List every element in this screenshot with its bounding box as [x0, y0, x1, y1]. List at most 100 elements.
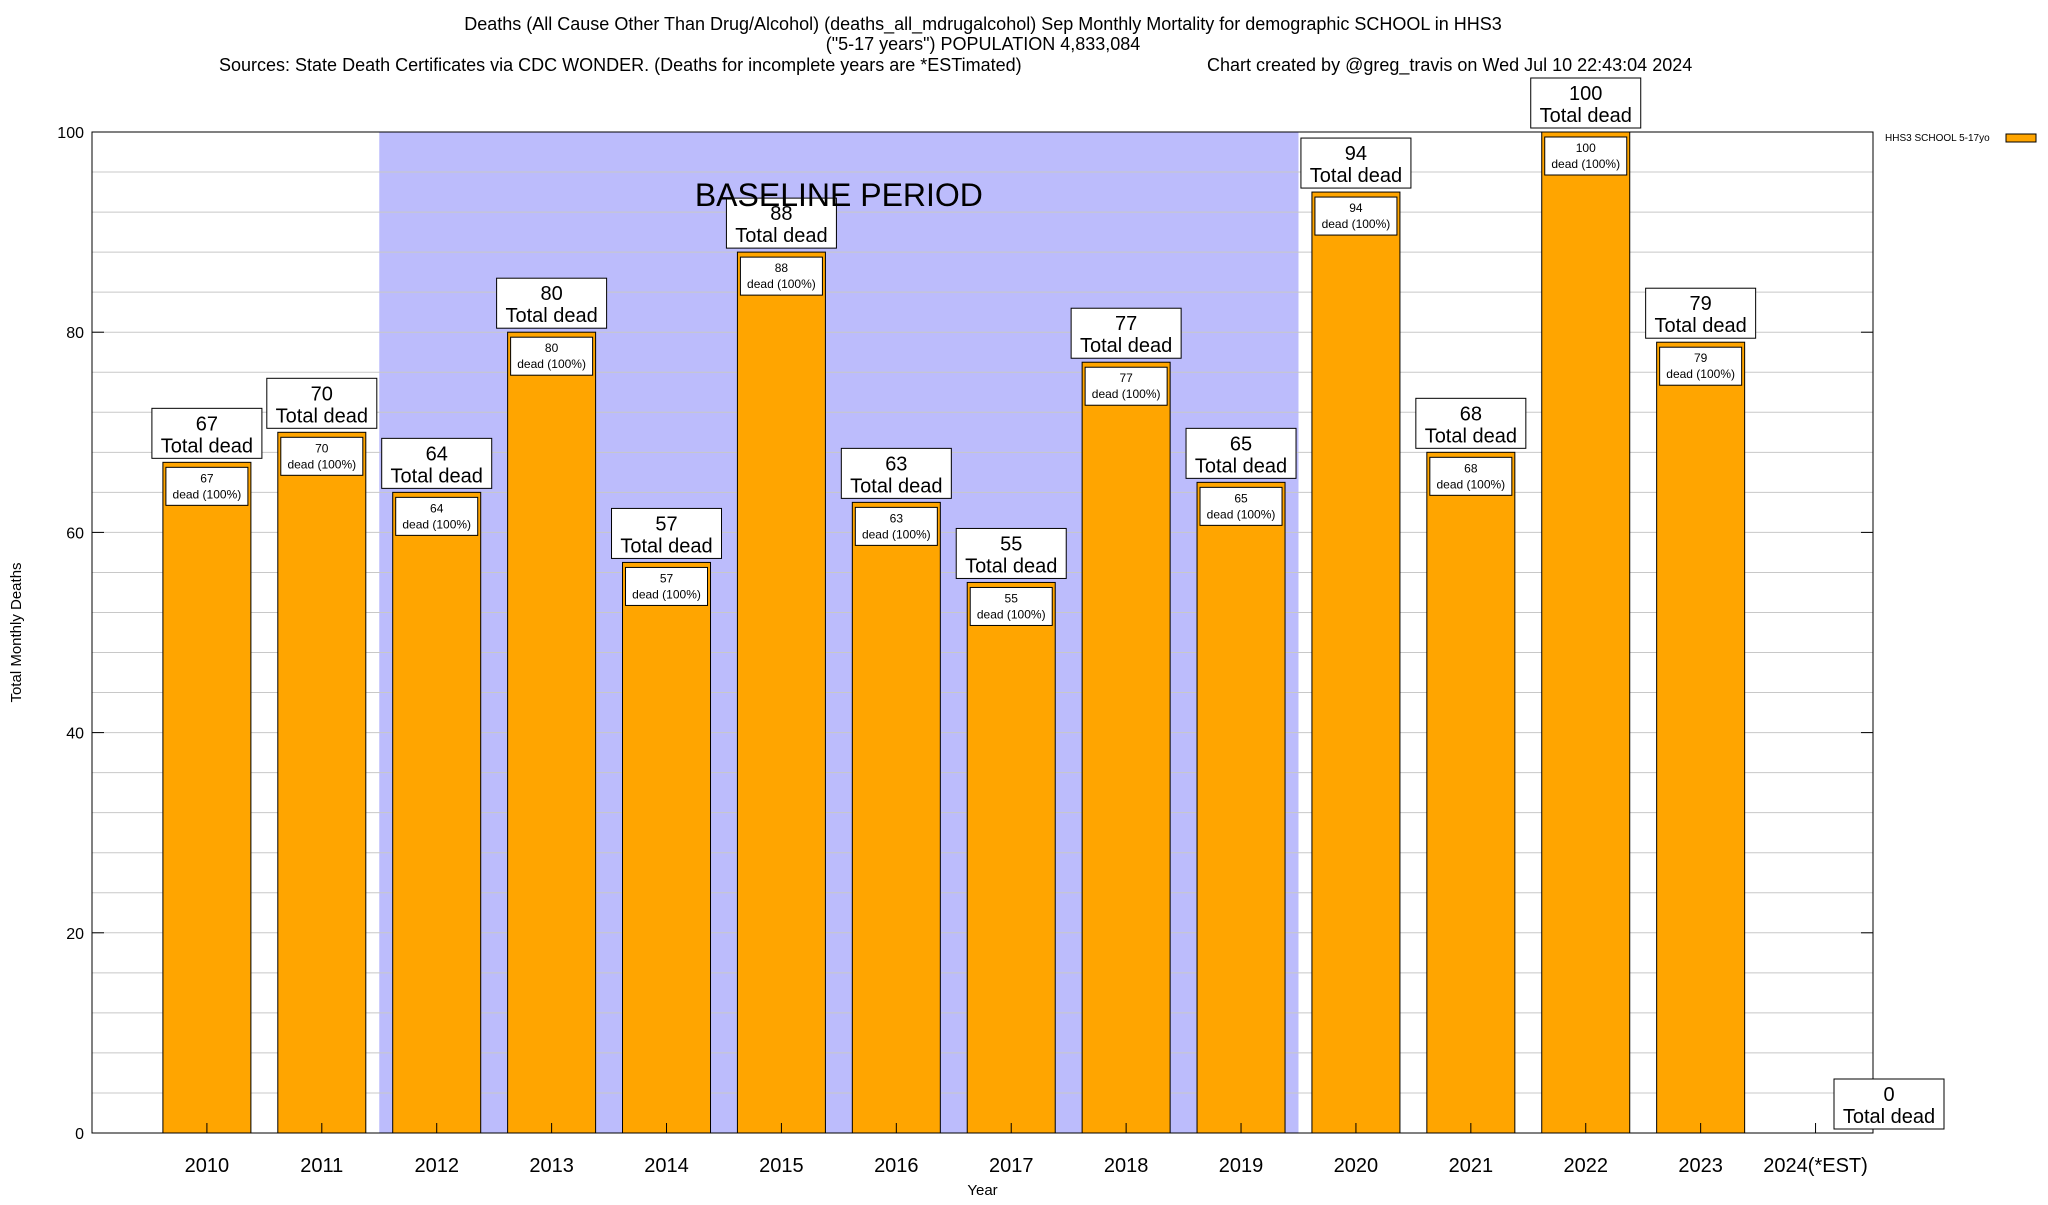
bar-total-label: Total dead [276, 405, 368, 427]
x-tick-label: 2014 [644, 1155, 689, 1177]
bar [392, 491, 482, 1134]
bar-inner-label: dead (100%) [1436, 477, 1505, 491]
bar-inner-label-box [854, 506, 938, 546]
bar-inner-label-box [510, 336, 594, 376]
baseline-label: BASELINE PERIOD [695, 177, 983, 213]
bar-total-box [1185, 427, 1297, 479]
y-tick-label: 100 [57, 125, 84, 142]
bar-inner-label: dead (100%) [402, 517, 471, 531]
y-tick-label: 20 [66, 926, 84, 943]
bar-total-value: 65 [1230, 433, 1252, 455]
bar-total-box [1300, 137, 1412, 189]
x-tick-label: 2020 [1334, 1155, 1379, 1177]
bar-inner-value: 100 [1576, 141, 1596, 155]
bar-total-value: 63 [885, 453, 907, 475]
y-tick-label: 0 [75, 1126, 84, 1143]
x-axis-label: Year [967, 1182, 997, 1199]
bar-inner-value: 64 [430, 501, 444, 515]
x-tick-label: 2012 [414, 1155, 459, 1177]
bar-total-label: Total dead [1425, 425, 1517, 447]
bar-total-box [266, 377, 378, 429]
bar-total-label: Total dead [505, 305, 597, 327]
y-tick-label: 60 [66, 525, 84, 542]
chart-sources: Sources: State Death Certificates via CD… [219, 55, 1022, 75]
bar-inner-label: dead (100%) [1551, 157, 1620, 171]
bar-total-label: Total dead [161, 435, 253, 457]
x-tick-label: 2013 [529, 1155, 574, 1177]
bar-inner-label: dead (100%) [1322, 217, 1391, 231]
bar-inner-label: dead (100%) [1092, 387, 1161, 401]
bar-inner-value: 65 [1234, 491, 1248, 505]
bar [736, 251, 826, 1134]
bar-inner-value: 67 [200, 471, 214, 485]
bar-total-label: Total dead [1843, 1106, 1935, 1128]
bar-inner-label-box [1429, 456, 1513, 496]
bar-inner-value: 94 [1349, 201, 1363, 215]
bar-total-box [1645, 287, 1757, 339]
bar-total-value: 100 [1569, 83, 1602, 105]
legend-swatch [2005, 133, 2037, 143]
bar-inner-label-box [625, 566, 709, 606]
x-tick-label: 2011 [300, 1155, 343, 1177]
bar-total-value: 94 [1345, 143, 1367, 165]
bar-inner-value: 68 [1464, 461, 1478, 475]
bar-inner-value: 57 [660, 571, 674, 585]
x-tick-label: 2018 [1104, 1155, 1149, 1177]
bar [277, 431, 367, 1134]
bar-inner-label-box [1314, 196, 1398, 236]
legend-entry-label: HHS3 SCHOOL 5-17yo [1885, 133, 1990, 144]
bar-total-label: Total dead [965, 555, 1057, 577]
plot-frame [91, 131, 1874, 1134]
bar-inner-value: 79 [1694, 351, 1708, 365]
bar [966, 581, 1056, 1134]
bar-inner-label: dead (100%) [287, 457, 356, 471]
x-tick-label: 2016 [874, 1155, 919, 1177]
bar-total-value: 79 [1690, 293, 1712, 315]
bar-inner-label-box [1084, 366, 1168, 406]
bar-total-value: 80 [540, 283, 562, 305]
bar-total-value: 64 [426, 443, 448, 465]
bar-total-box [1070, 307, 1182, 359]
bar-total-box [1415, 397, 1527, 449]
bar-inner-label-box [395, 496, 479, 536]
bar-total-value: 67 [196, 413, 218, 435]
bar-inner-label-box [280, 436, 364, 476]
bar-total-label: Total dead [1310, 165, 1402, 187]
bar-total-box [151, 407, 263, 459]
bar-total-box [955, 527, 1067, 579]
bar-inner-label-box [969, 586, 1053, 626]
x-tick-label: 2017 [989, 1155, 1034, 1177]
y-axis-label: Total Monthly Deaths [8, 562, 25, 702]
bar [1426, 451, 1516, 1134]
bar-total-box [611, 507, 723, 559]
bar-inner-value: 88 [775, 261, 789, 275]
bar-inner-label: dead (100%) [977, 607, 1046, 621]
bar [1196, 481, 1286, 1134]
bar-total-value: 68 [1460, 403, 1482, 425]
y-tick-label: 80 [66, 325, 84, 342]
bar-total-label: Total dead [391, 465, 483, 487]
x-tick-label: 2024(*EST) [1763, 1155, 1868, 1177]
bar-total-value: 88 [770, 203, 792, 225]
chart-subtitle: ("5-17 years") POPULATION 4,833,084 [826, 34, 1141, 54]
bar-total-value: 77 [1115, 313, 1137, 335]
bar [507, 331, 597, 1134]
bar [1081, 361, 1171, 1134]
bar [1311, 191, 1401, 1134]
bar-total-label: Total dead [1080, 335, 1172, 357]
bar-inner-label: dead (100%) [862, 527, 931, 541]
bar [622, 561, 712, 1134]
bar [1541, 131, 1631, 1134]
bar-total-box [1530, 77, 1642, 129]
bar-inner-label: dead (100%) [517, 357, 586, 371]
bar-total-box [496, 277, 608, 329]
x-tick-label: 2019 [1219, 1155, 1264, 1177]
chart-title: Deaths (All Cause Other Than Drug/Alcoho… [464, 14, 1501, 35]
bar-inner-value: 77 [1119, 371, 1133, 385]
bar-inner-label: dead (100%) [1666, 367, 1735, 381]
bar [1656, 341, 1746, 1134]
bar-total-box [381, 437, 493, 489]
bar-total-value: 0 [1883, 1084, 1894, 1106]
x-tick-label: 2022 [1563, 1155, 1608, 1177]
bar-total-box [1833, 1078, 1945, 1130]
